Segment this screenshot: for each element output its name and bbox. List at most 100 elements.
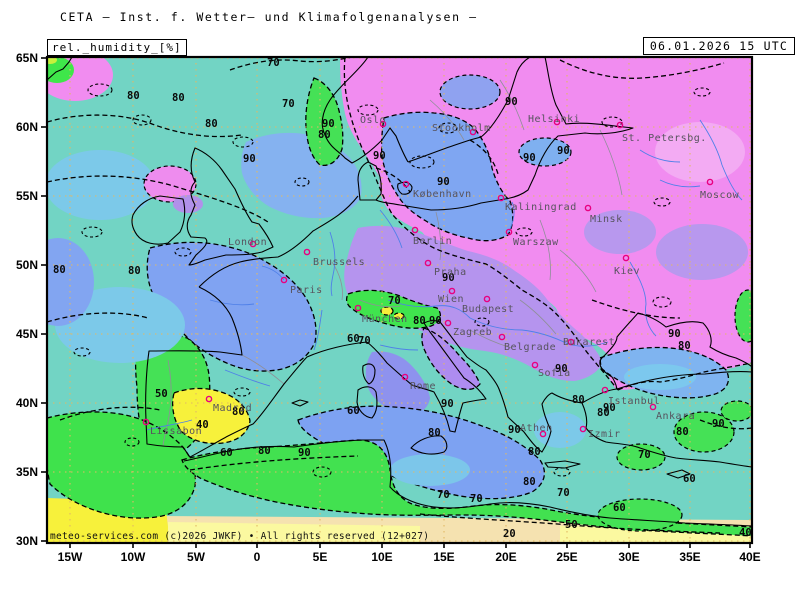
contour-value-label: 70 [282,98,295,110]
city-label: Bukarest [563,337,615,348]
contour-value-label: 70 [388,295,401,307]
humidity-region [674,412,734,452]
country-border [599,129,623,196]
city-label: Stockholm [432,123,491,134]
contour-spot [233,387,251,397]
humidity-region [381,307,393,315]
contour-value-label: 90 [322,118,335,130]
coastline [410,435,448,455]
contour-value-label: 90 [298,447,311,459]
lat-axis-label: 40N [16,396,38,410]
river [146,419,193,431]
city-label: Moscow [700,190,740,201]
lon-axis-label: 30E [618,550,639,564]
humidity-region [656,224,748,280]
lat-axis-label: 55N [16,189,38,203]
contour-value-label: 90 [508,424,521,436]
city-label: Kiev [614,266,640,277]
city-label: Belgrade [504,342,556,353]
contour-value-label: 90 [441,398,454,410]
city-marker [584,204,592,212]
humidity-region [617,444,665,470]
contour-value-label: 90 [668,328,681,340]
contour-spot [81,226,103,238]
humidity-region [394,313,404,319]
contour-line [343,57,619,391]
coastline [183,439,752,527]
contour-spot [357,104,379,116]
coastline [145,286,368,458]
humidity-region [584,210,656,254]
coastline [375,57,634,211]
city-label: Berlin [413,236,452,247]
city-label: Wien [438,294,464,305]
city-marker [649,403,657,411]
country-border [162,359,172,447]
city-label: Helsinki [528,114,580,125]
country-border [435,211,442,261]
contour-value-label: 70 [267,57,280,69]
city-marker [401,373,409,381]
credit-text: meteo-services.com (c)2026 JWKF) • All r… [50,531,429,542]
humidity-region-central-spain-yellow [172,388,250,444]
river [699,119,743,201]
city-marker [379,120,387,128]
coastline [291,399,309,407]
humidity-region-central-europe-lavender [344,225,603,381]
contour-spot [312,466,332,478]
lon-axis-label: 20E [495,550,516,564]
contour-value-label: 80 [232,406,245,418]
contour-value-label: 80 [678,340,691,352]
contour-value-label: 80 [127,90,140,102]
city-marker [497,194,505,202]
humidity-region-west-europe-blue [147,242,316,372]
country-border [499,79,525,131]
contour-line [345,289,442,329]
contour-value-label: 80 [53,264,66,276]
contour-spot [515,227,533,237]
contour-value-label: 60 [220,447,233,459]
city-marker [539,430,547,438]
river [329,231,336,297]
humidity-region-bottom-mid-pale-yellow [168,522,420,543]
lon-axis-label: 10E [371,550,392,564]
contour-line [47,411,197,519]
coastline [356,386,378,419]
city-marker [622,254,630,262]
contour-value-label: 90 [557,145,570,157]
lon-axis-label: 5W [187,550,206,564]
humidity-region-africa-coast-green-band [182,440,752,536]
city-marker [448,287,456,295]
humidity-region-alps-green [346,290,441,329]
contour-value-label: 80 [318,129,331,141]
coastline [362,363,376,385]
city-label: København [413,189,472,200]
contour-line [734,289,752,343]
contour-line [305,77,344,167]
contour-spot [601,116,623,128]
coastline [198,195,359,288]
city-marker [444,319,452,327]
contour-spot [438,122,458,134]
humidity-region-norway-coast-green [305,78,343,166]
coastline [439,321,583,453]
city-marker [505,228,513,236]
city-marker [142,418,150,426]
city-marker [469,128,477,136]
country-border [559,249,597,293]
contour-value-label: 90 [523,152,536,164]
contour-spot [693,87,711,97]
contour-line [47,114,243,138]
contour-line [673,411,735,453]
contour-line [172,387,251,445]
contour-value-label: 60 [347,405,360,417]
city-label: Madrid [213,403,252,414]
lon-axis-label: 5E [313,550,328,564]
city-label: Paris [290,285,323,296]
city-label: München [362,314,408,325]
contour-line [469,139,499,175]
country-border [331,261,343,301]
river [639,149,681,163]
lat-axis-label: 50N [16,258,38,272]
